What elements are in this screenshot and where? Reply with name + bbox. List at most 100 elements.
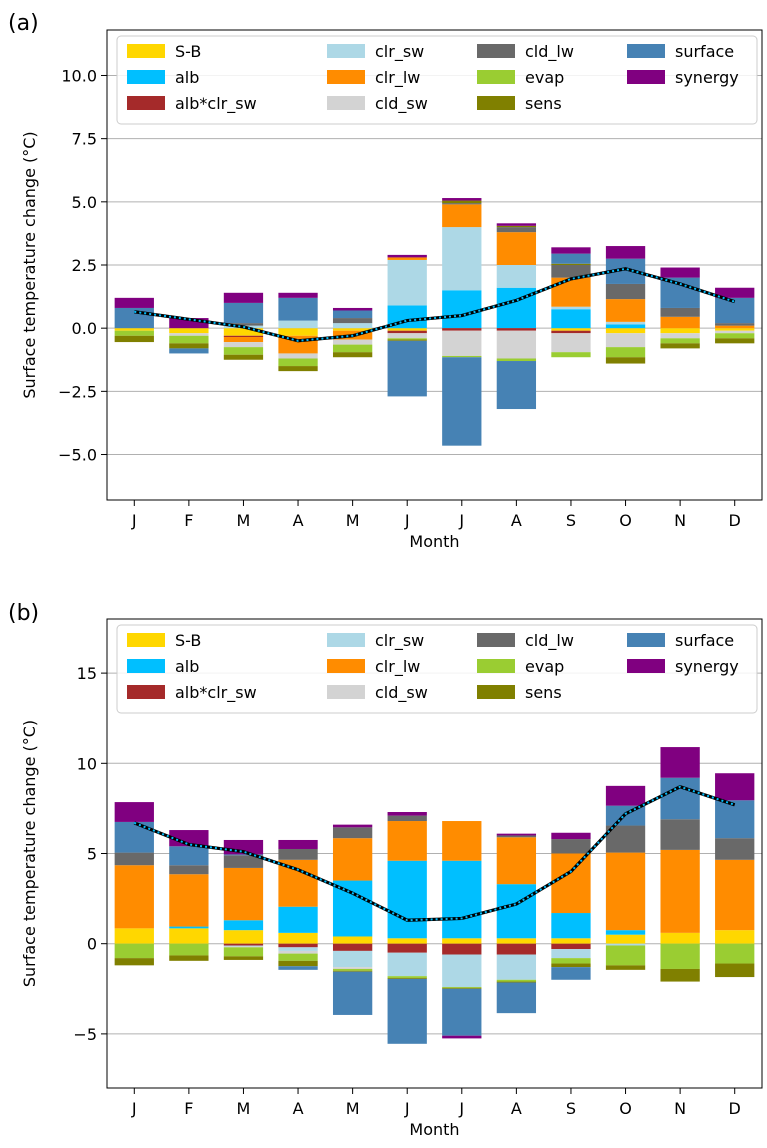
legend-label: cld_sw [375,683,428,703]
bar-cld-lw [660,307,700,317]
x-tick-label: A [511,511,522,530]
bar-synergy [660,267,700,278]
legend-label: clr_lw [375,68,420,88]
bar-clr-lw [278,859,318,907]
bar-sens [442,987,482,989]
bar-alb [442,290,482,329]
bar-cld-sw [169,333,209,336]
bar-alb-clr-sw [387,330,427,334]
bar-s-b [114,928,154,944]
legend-swatch [127,96,165,110]
legend-swatch [477,659,515,673]
bar-cld-sw [605,333,646,348]
y-tick-label: 7.5 [72,130,97,149]
bar-evap [496,979,537,982]
bar-clr-lw [169,874,209,927]
legend-swatch [327,633,365,647]
bar-evap [278,953,318,961]
bar-cld-sw [715,330,755,334]
bar-sens [442,200,482,204]
bar-cld-lw [278,848,318,860]
legend-swatch [477,70,515,84]
bar-s-b [605,934,646,944]
legend-box [116,624,758,714]
bar-clr-sw [278,320,318,329]
x-tick-label: J [404,511,410,530]
bar-surface [442,988,482,1036]
bar-evap [605,347,646,358]
bar-evap [332,344,373,353]
bar-sens [332,970,373,972]
bar-cld-sw [223,946,264,948]
bar-surface [114,307,154,329]
bar-sens [223,956,264,960]
bar-s-b [223,328,264,336]
legend-label: alb*clr_sw [175,683,257,703]
bar-evap [169,335,209,344]
bar-clr-lw [605,299,646,322]
bar-cld-sw [496,330,537,359]
panel-label-a: (a) [8,11,39,36]
x-tick-label: M [237,1099,251,1118]
bar-surface [278,966,318,970]
bar-alb-clr-sw [278,943,318,948]
bar-clr-sw [442,227,482,291]
bar-clr-lw [551,277,591,307]
legend-swatch [127,685,165,699]
bar-clr-sw [442,954,482,987]
bar-surface [169,348,209,354]
y-tick-label: 5.0 [72,193,97,212]
bar-cld-lw [605,283,646,300]
legend-swatch [327,96,365,110]
bar-alb [169,926,209,929]
x-tick-label: D [729,1099,741,1118]
legend-label: surface [675,42,734,61]
bar-sens [114,335,154,343]
bar-clr-lw [496,232,537,265]
x-tick-label: J [458,1099,464,1118]
bar-synergy [278,292,318,298]
legend-swatch [127,44,165,58]
legend-swatch [477,96,515,110]
legend-label: clr_lw [375,657,420,677]
bar-alb [332,880,373,937]
bar-evap [551,958,591,964]
bar-evap [660,338,700,344]
bar-clr-lw [387,257,427,260]
legend-swatch [477,685,515,699]
legend-label: alb [175,68,199,87]
bar-sens [278,366,318,372]
y-axis-label: Surface temperature change (°C) [20,720,39,987]
y-tick-label: 0.0 [72,319,97,338]
bar-evap [715,943,755,964]
bar-evap [660,943,700,969]
legend-swatch [627,44,665,58]
bar-cld-sw [442,330,482,356]
legend-swatch [477,633,515,647]
y-tick-label: 5 [87,845,97,864]
legend-label: alb*clr_sw [175,94,257,114]
bar-sens [223,354,264,360]
bar-evap [442,355,482,358]
bar-cld-sw [332,339,373,345]
bar-evap [169,943,209,956]
bar-s-b [660,932,700,944]
legend-label: evap [525,657,564,676]
bar-clr-lw [387,821,427,861]
bar-clr-lw [114,865,154,929]
bar-s-b [114,328,154,331]
bar-alb [387,860,427,939]
bar-cld-lw [551,265,591,278]
legend-label: cld_lw [525,631,574,651]
bar-sens [332,352,373,358]
x-axis-label: Month [409,1120,459,1139]
bar-sens [551,963,591,968]
bar-cld-sw [551,333,591,353]
bar-sens [114,958,154,966]
bar-synergy [551,832,591,840]
bar-cld-lw [715,838,755,860]
bar-synergy [114,802,154,822]
chart-panel-a: −5.0 −2.5 0.0 2.5 5.0 7.5 10.0 J F M A M J J A S O N D Mont… [20,29,763,551]
bar-clr-sw [605,321,646,325]
bar-clr-lw [332,838,373,881]
